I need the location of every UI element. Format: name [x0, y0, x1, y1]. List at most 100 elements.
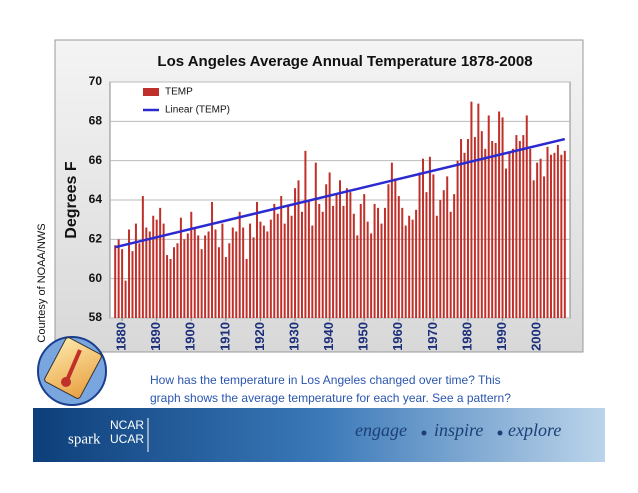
bar: [553, 152, 556, 318]
credit: Courtesy of NOAA/NWS: [36, 223, 48, 342]
bar: [525, 115, 528, 318]
y-tick-label: 70: [89, 74, 103, 88]
bar: [373, 203, 376, 318]
bar: [356, 235, 359, 318]
bar: [145, 227, 148, 318]
bar: [401, 207, 404, 318]
bar: [428, 156, 431, 318]
bar: [169, 259, 172, 318]
bar: [166, 255, 169, 318]
bar: [328, 172, 331, 318]
bar: [404, 225, 407, 318]
bar: [314, 162, 317, 318]
bar: [546, 146, 549, 318]
y-tick-label: 58: [89, 310, 103, 324]
bar: [484, 148, 487, 318]
tagline-dot: [497, 430, 503, 436]
bar: [411, 219, 414, 318]
bar: [148, 231, 151, 318]
x-tick-label: 1890: [148, 322, 163, 351]
bar: [242, 227, 245, 318]
bar: [460, 139, 463, 318]
bar: [304, 150, 307, 318]
bar: [383, 207, 386, 318]
bar: [494, 142, 497, 318]
x-tick-label: 1920: [252, 322, 267, 351]
bar: [501, 117, 504, 319]
bar: [466, 139, 469, 318]
bar: [128, 229, 131, 318]
bar: [325, 184, 328, 318]
bar: [152, 215, 155, 318]
bar: [359, 203, 362, 318]
x-tick-label: 1880: [114, 322, 129, 351]
bar: [387, 184, 390, 318]
bar: [339, 180, 341, 318]
bar: [463, 152, 466, 318]
bar: [155, 219, 158, 318]
question-line: graph shows the average temperature for …: [150, 391, 511, 405]
bar: [435, 215, 438, 318]
bar: [273, 203, 276, 318]
bar: [529, 148, 532, 318]
bar: [238, 211, 241, 318]
bar: [473, 137, 476, 318]
bar: [543, 176, 546, 318]
y-tick-label: 68: [89, 114, 103, 128]
bar: [269, 219, 272, 318]
bar: [186, 233, 189, 318]
bar: [498, 111, 501, 318]
bar: [217, 247, 220, 318]
bar: [321, 211, 324, 318]
thermometer-icon: [37, 336, 107, 406]
x-tick-label: 2000: [529, 322, 544, 351]
bar: [200, 249, 203, 318]
y-tick-label: 64: [89, 192, 103, 206]
bar: [522, 135, 525, 318]
bar: [249, 223, 252, 318]
bar: [508, 152, 511, 318]
chart-title: Los Angeles Average Annual Temperature 1…: [157, 53, 532, 70]
tagline-word: explore: [508, 420, 561, 440]
bar: [262, 225, 265, 318]
bar: [294, 188, 297, 318]
bar: [162, 223, 165, 318]
bar: [349, 192, 352, 318]
tagline-word: engage: [355, 420, 407, 440]
bar: [539, 158, 542, 318]
logo-ncar: NCAR: [110, 418, 144, 432]
bar: [477, 103, 480, 318]
x-tick-label: 1910: [217, 322, 232, 351]
bar: [197, 235, 200, 318]
bar: [549, 154, 552, 318]
bar: [255, 201, 258, 318]
question-line: How has the temperature in Los Angeles c…: [150, 373, 501, 387]
bar: [141, 196, 144, 318]
bar: [560, 154, 563, 318]
bar: [453, 194, 456, 318]
bar: [176, 243, 179, 318]
x-tick-label: 1950: [356, 322, 371, 351]
bar: [124, 280, 127, 318]
trend-line: [114, 137, 566, 249]
bar: [280, 196, 283, 318]
bar: [480, 131, 483, 318]
bar: [515, 135, 518, 318]
bar: [193, 227, 196, 318]
bar: [446, 176, 449, 318]
x-tick-label: 1990: [494, 322, 509, 351]
bar: [318, 203, 321, 318]
bar: [224, 257, 227, 318]
x-tick-label: 1940: [321, 322, 336, 351]
bar: [204, 235, 207, 318]
y-axis-label: Degrees F: [63, 161, 80, 239]
bar: [214, 229, 217, 318]
bar: [159, 207, 162, 318]
bar: [536, 162, 539, 318]
bar: [394, 178, 397, 318]
tagline-word: inspire: [434, 420, 483, 440]
bar: [439, 200, 442, 318]
bar: [390, 162, 393, 318]
tagline-dot: [421, 430, 427, 436]
bar: [121, 249, 124, 318]
